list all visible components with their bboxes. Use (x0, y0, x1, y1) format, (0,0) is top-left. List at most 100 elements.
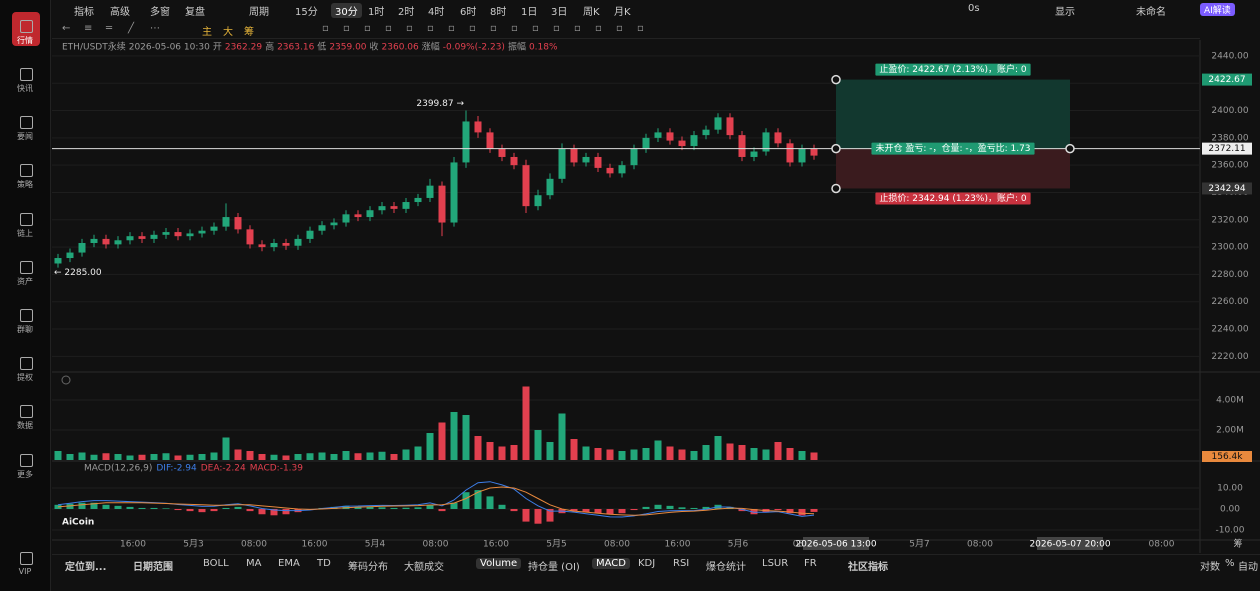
tool-icon[interactable]: ▫ (637, 23, 644, 34)
timeframe[interactable]: 15分 (295, 7, 318, 18)
sidebar-item[interactable]: VIP (18, 567, 32, 576)
indicator[interactable]: TD (317, 558, 331, 569)
indicator[interactable]: 筹码分布 (348, 562, 388, 573)
toolbar-item[interactable]: 多窗 (150, 7, 170, 18)
sidebar-item[interactable]: 要闻 (17, 132, 33, 141)
drag-handle[interactable] (831, 74, 841, 85)
sidebar-item[interactable]: 群聊 (17, 325, 33, 334)
take-profit-zone (836, 79, 1070, 149)
indicator[interactable]: BOLL (203, 558, 229, 569)
tool-icon[interactable]: ▫ (427, 23, 434, 34)
volume-bar (438, 422, 446, 460)
sidebar-item[interactable]: 快讯 (17, 84, 33, 93)
indicator[interactable]: Volume (476, 558, 522, 569)
tool-icon[interactable]: ═ (106, 23, 113, 34)
drag-handle[interactable] (831, 183, 841, 194)
indicator[interactable]: KDJ (638, 558, 656, 569)
tool-icon[interactable]: ▫ (322, 23, 329, 34)
indicator[interactable]: 爆仓统计 (706, 562, 746, 573)
tool[interactable]: 主 (202, 27, 212, 38)
tool-icon[interactable]: ▫ (532, 23, 539, 34)
macd-bar (258, 509, 266, 515)
toolbar-right-item[interactable]: AI解读 (1200, 3, 1235, 16)
volume-bar (450, 412, 458, 460)
tool-icon[interactable]: ▫ (553, 23, 560, 34)
toolbar-right-item[interactable]: 显示 (1055, 7, 1075, 18)
icon (20, 20, 33, 33)
macd-bar (174, 509, 182, 511)
tool-icon[interactable]: ▫ (490, 23, 497, 34)
sidebar-item[interactable]: 行情 (17, 36, 33, 45)
toolbar-right-item[interactable]: 未命名 (1136, 7, 1166, 18)
toolbar-right-item[interactable]: 0s (968, 3, 980, 14)
candle-body (90, 238, 98, 244)
candle-body (78, 243, 86, 253)
indicator[interactable]: RSI (673, 558, 690, 569)
drawing-toolbar: ← ≡ ═ ╱ ⋯ 主大筹 ▫ ▫ ▫ ▫ ▫ ▫ ▫ ▫ ▫ ▫ ▫ ▫ ▫ ▫ ▫ ▫ (52, 20, 1200, 39)
sidebar-item[interactable]: 数据 (17, 421, 33, 430)
tool-icon[interactable]: ▫ (511, 23, 518, 34)
x-tick-label: 16:00 (483, 540, 509, 550)
tool-icon[interactable]: ▫ (574, 23, 581, 34)
indicator[interactable]: 持仓量 (OI) (528, 562, 580, 573)
tool-icon[interactable]: ≡ (84, 23, 93, 34)
tool-icon[interactable]: ╱ (128, 23, 135, 34)
y-tick-label: 2260.00 (1211, 297, 1248, 307)
indicator[interactable]: 社区指标 (848, 562, 888, 573)
position-label: 未开仓 盈亏: -，仓量: -，盈亏比: 1.73 (871, 142, 1035, 155)
sidebar-item[interactable]: 链上 (17, 229, 33, 238)
tool-icon[interactable]: ▫ (595, 23, 602, 34)
tool[interactable]: 筹 (244, 27, 254, 38)
tool-icon[interactable]: ▫ (448, 23, 455, 34)
axis-option[interactable]: % (1225, 558, 1235, 569)
axis-option[interactable]: 对数 (1200, 562, 1220, 573)
volume-bar (702, 445, 710, 460)
indicator[interactable]: EMA (278, 558, 300, 569)
tool-icon[interactable]: ▫ (406, 23, 413, 34)
timeframe[interactable]: 6时 (460, 7, 477, 18)
macd-bar (522, 509, 530, 522)
indicator[interactable]: MACD (592, 558, 630, 569)
timeframe[interactable]: 30分 (331, 3, 362, 18)
timeframe[interactable]: 2时 (398, 7, 415, 18)
tool-icon[interactable]: ▫ (469, 23, 476, 34)
candle-body (210, 226, 218, 231)
sidebar-item[interactable]: 提权 (17, 373, 33, 382)
tool-icon[interactable]: ← (62, 23, 71, 34)
tool-icon[interactable]: ⋯ (150, 23, 160, 34)
tool[interactable]: 大 (223, 27, 233, 38)
timeframe[interactable]: 8时 (490, 7, 507, 18)
indicator[interactable]: FR (804, 558, 817, 569)
toolbar-item[interactable]: 高级 (110, 7, 130, 18)
toolbar-item[interactable]: 周期 (249, 7, 269, 18)
toolbar-item[interactable]: 指标 (74, 7, 94, 18)
bottom-button[interactable]: 日期范围 (133, 562, 173, 573)
tool-icon[interactable]: ▫ (385, 23, 392, 34)
drag-handle[interactable] (1065, 143, 1075, 154)
timeframe[interactable]: 周K (583, 7, 600, 18)
sidebar-item[interactable]: 更多 (17, 470, 33, 479)
sidebar-item[interactable]: 资产 (17, 277, 33, 286)
volume-bar (714, 436, 722, 460)
indicator[interactable]: MA (246, 558, 262, 569)
timeframe[interactable]: 4时 (428, 7, 445, 18)
toolbar-item[interactable]: 复盘 (185, 7, 205, 18)
macd-bar (678, 507, 686, 509)
tool-icon[interactable]: ▫ (343, 23, 350, 34)
timeframe[interactable]: 1日 (521, 7, 538, 18)
indicator[interactable]: LSUR (762, 558, 789, 569)
tool-icon[interactable]: ▫ (616, 23, 623, 34)
timeframe[interactable]: 月K (614, 7, 631, 18)
candle-body (762, 132, 770, 152)
sidebar-item[interactable]: 策略 (17, 180, 33, 189)
indicator[interactable]: 大额成交 (404, 562, 444, 573)
timeframe[interactable]: 1时 (368, 7, 385, 18)
bottom-button[interactable]: 定位到... (65, 562, 107, 573)
drag-handle[interactable] (831, 143, 841, 154)
volume-bar (690, 451, 698, 460)
timeframe[interactable]: 3日 (551, 7, 568, 18)
watermark: AiCoin (62, 518, 94, 528)
axis-option[interactable]: 自动 (1238, 562, 1258, 573)
tool-icon[interactable]: ▫ (364, 23, 371, 34)
